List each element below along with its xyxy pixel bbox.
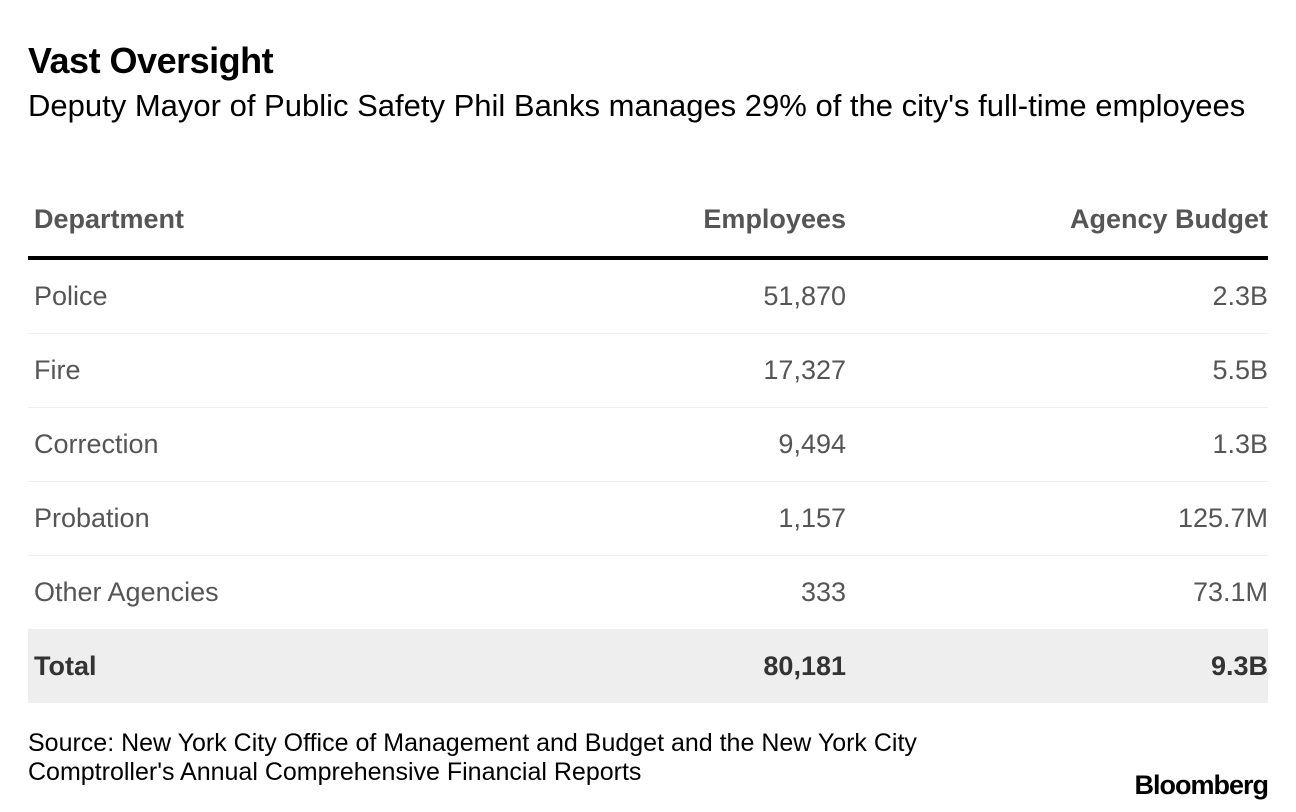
total-label: Total xyxy=(28,629,440,703)
cell-budget: 125.7M xyxy=(852,481,1268,556)
cell-budget: 73.1M xyxy=(852,555,1268,630)
cell-department: Fire xyxy=(28,333,440,408)
cell-budget: 1.3B xyxy=(852,407,1268,482)
table-row: Fire 17,327 5.5B xyxy=(28,333,1268,408)
chart-subtitle: Deputy Mayor of Public Safety Phil Banks… xyxy=(28,88,1246,123)
source-note: Source: New York City Office of Manageme… xyxy=(28,729,917,786)
header-department: Department xyxy=(28,182,440,260)
cell-employees: 1,157 xyxy=(440,481,852,556)
chart-title: Vast Oversight xyxy=(28,40,274,81)
cell-budget: 2.3B xyxy=(852,258,1268,334)
table-row: Probation 1,157 125.7M xyxy=(28,481,1268,556)
cell-budget: 5.5B xyxy=(852,333,1268,408)
table-row: Police 51,870 2.3B xyxy=(28,258,1268,334)
table-row: Other Agencies 333 73.1M xyxy=(28,555,1268,630)
total-budget: 9.3B xyxy=(852,629,1268,703)
cell-department: Correction xyxy=(28,407,440,482)
cell-employees: 333 xyxy=(440,555,852,630)
cell-employees: 51,870 xyxy=(440,258,852,334)
cell-employees: 17,327 xyxy=(440,333,852,408)
cell-employees: 9,494 xyxy=(440,407,852,482)
table-header-row: Department Employees Agency Budget xyxy=(28,182,1268,260)
data-table: Department Employees Agency Budget Polic… xyxy=(28,182,1268,703)
cell-department: Probation xyxy=(28,481,440,556)
table-total-row: Total 80,181 9.3B xyxy=(28,629,1268,703)
bloomberg-logo: Bloomberg xyxy=(1134,770,1269,800)
header-agency-budget: Agency Budget xyxy=(852,182,1268,260)
data-table-container: Department Employees Agency Budget Polic… xyxy=(28,182,1268,703)
table-row: Correction 9,494 1.3B xyxy=(28,407,1268,482)
cell-department: Other Agencies xyxy=(28,555,440,630)
header-employees: Employees xyxy=(440,182,852,260)
total-employees: 80,181 xyxy=(440,629,852,703)
cell-department: Police xyxy=(28,258,440,334)
